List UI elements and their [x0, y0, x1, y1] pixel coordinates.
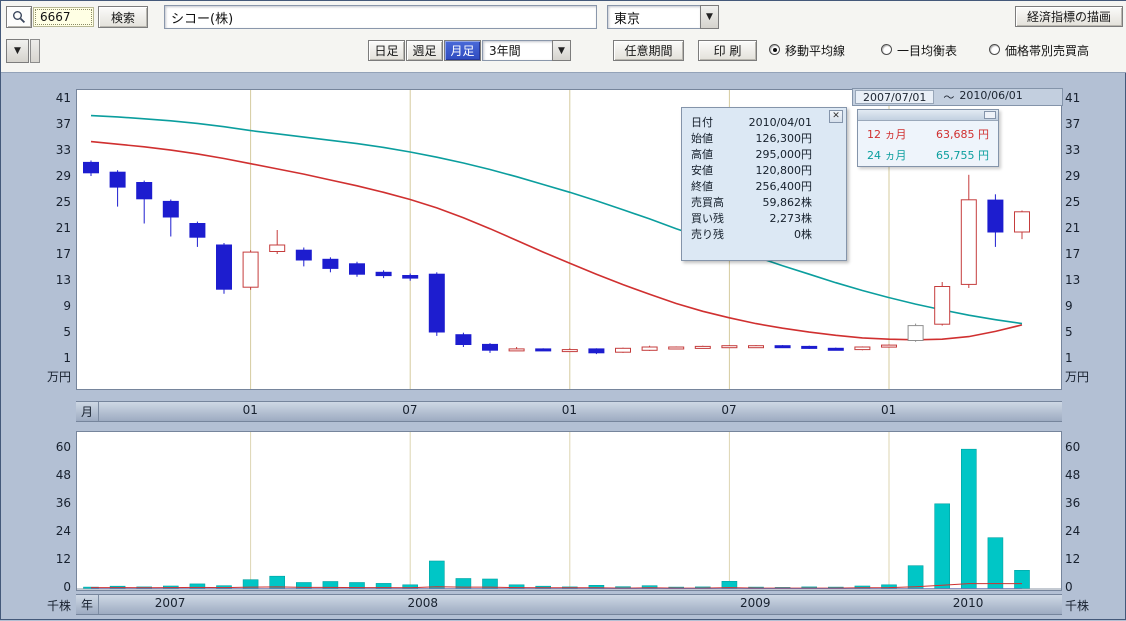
radio-volume-by-price-label: 価格帯別売買高 [1005, 44, 1090, 58]
volume-chart-area[interactable] [76, 431, 1062, 591]
legend-minimize-button[interactable] [984, 111, 996, 119]
price-axis-tick-left: 33 [55, 143, 71, 157]
tooltip-row: 始値 126,300円 [691, 132, 812, 145]
chevron-down-icon: ▼ [14, 46, 21, 56]
tooltip-row: 売買高 59,862株 [691, 196, 812, 209]
market-select-value[interactable]: 東京 [607, 5, 701, 29]
search-button[interactable]: 検索 [98, 6, 148, 28]
daily-tab[interactable]: 日足 [368, 40, 405, 61]
volume-axis-tick-left: 48 [55, 468, 71, 482]
price-axis-tick-left: 13 [55, 273, 71, 287]
range-select-value[interactable]: 3年間 [482, 40, 553, 61]
volume-axis-tick-left: 24 [55, 524, 71, 538]
monthly-tab[interactable]: 月足 [444, 40, 481, 61]
tooltip-rows: 日付 2010/04/01 始値 126,300円 高値 295,000円 安値 120,80… [682, 114, 846, 242]
close-icon: ✕ [832, 111, 840, 121]
volume-axis-tick-right: 60 [1065, 440, 1081, 454]
price-axis-tick-left: 1 [63, 351, 71, 365]
stock-name-input[interactable] [164, 5, 597, 29]
legend-header[interactable] [858, 110, 998, 121]
price-axis-tick-right: 41 [1065, 91, 1081, 105]
legend-row: 24 ヵ月 65,755 円 [867, 149, 989, 162]
print-button[interactable]: 印 刷 [698, 40, 757, 61]
chevron-down-icon: ▼ [706, 12, 713, 22]
candles [83, 160, 1030, 355]
price-axis-tick-left: 5 [63, 325, 71, 339]
economic-indicator-button[interactable]: 経済指標の描画 [1015, 6, 1123, 27]
price-axis-tick-right: 1 [1065, 351, 1073, 365]
weekly-tab[interactable]: 週足 [406, 40, 443, 61]
market-select-dropdown-button[interactable]: ▼ [700, 5, 719, 29]
volume-axis-tick-right: 24 [1065, 524, 1081, 538]
tooltip-row: 買い残 2,273株 [691, 212, 812, 225]
volume-axis-tick-right: 36 [1065, 496, 1081, 510]
toolbar-divider [30, 39, 40, 63]
radio-volume-by-price[interactable] [989, 44, 1000, 55]
radio-moving-average-label: 移動平均線 [785, 44, 846, 58]
price-axis-tick-left: 41 [55, 91, 71, 105]
custom-period-button[interactable]: 任意期間 [613, 40, 684, 61]
radio-ichimoku-label: 一目均衡表 [897, 44, 958, 58]
toolbar: 検索 東京 ▼ 経済指標の描画 ▼ 日足 週足 月足 3年間 ▼ 任意期間 印 … [1, 1, 1126, 73]
price-axis-tick-right: 37 [1065, 117, 1081, 131]
legend-row: 12 ヵ月 63,685 円 [867, 128, 989, 141]
price-axis-tick-left: 29 [55, 169, 71, 183]
month-axis-divider [98, 402, 99, 421]
price-axis-tick-right: 29 [1065, 169, 1081, 183]
tooltip-row: 安値 120,800円 [691, 164, 812, 177]
search-icon-button[interactable] [6, 6, 32, 28]
price-axis-tick-right: 21 [1065, 221, 1081, 235]
volume-axis-tick-right: 0 [1065, 580, 1073, 594]
price-axis-unit-right: 万円 [1065, 370, 1090, 384]
period-to: ～ 2010/06/01 [943, 89, 1023, 104]
moving-average-lines [90, 114, 1023, 341]
price-axis-tick-right: 5 [1065, 325, 1073, 339]
period-from: 2007/07/01 [855, 90, 935, 104]
volume-axis-unit-right: 千株 [1065, 599, 1090, 613]
price-axis-tick-right: 17 [1065, 247, 1081, 261]
price-axis-tick-left: 21 [55, 221, 71, 235]
left-dropdown-button[interactable]: ▼ [6, 39, 29, 63]
volume-axis-tick-left: 36 [55, 496, 71, 510]
tooltip-row: 日付 2010/04/01 [691, 115, 812, 130]
candle-info-tooltip: ✕ 日付 2010/04/01 始値 126,300円 高値 295,000円 安値 120,… [681, 107, 847, 261]
price-axis-tick-right: 13 [1065, 273, 1081, 287]
year-axis-divider [98, 595, 99, 614]
volume-axis-tick-left: 60 [55, 440, 71, 454]
tooltip-row: 終値 256,400円 [691, 180, 812, 193]
price-axis-tick-right: 25 [1065, 195, 1081, 209]
volume-bars [83, 448, 1030, 590]
radio-ichimoku[interactable] [881, 44, 892, 55]
month-axis-strip [76, 401, 1062, 422]
year-axis-strip [76, 594, 1062, 615]
volume-axis-tick-right: 12 [1065, 552, 1081, 566]
period-range-box[interactable]: 2007/07/01 ～ 2010/06/01 [852, 88, 1063, 106]
ma-legend-box: 12 ヵ月 63,685 円 24 ヵ月 65,755 円 [857, 109, 999, 167]
price-axis-tick-left: 37 [55, 117, 71, 131]
price-axis-tick-right: 33 [1065, 143, 1081, 157]
price-axis-tick-left: 25 [55, 195, 71, 209]
volume-gridlines [250, 432, 890, 589]
range-select-dropdown-button[interactable]: ▼ [552, 40, 571, 61]
price-chart-svg [83, 90, 1030, 389]
volume-axis-tick-left: 12 [55, 552, 71, 566]
volume-axis-tick-left: 0 [63, 580, 71, 594]
magnifier-icon [12, 10, 26, 24]
price-axis-tick-left: 9 [63, 299, 71, 313]
price-axis-tick-left: 17 [55, 247, 71, 261]
stock-code-input[interactable] [33, 7, 94, 27]
tooltip-close-button[interactable]: ✕ [829, 110, 843, 123]
volume-axis-tick-right: 48 [1065, 468, 1081, 482]
tooltip-row: 高値 295,000円 [691, 148, 812, 161]
price-axis-unit-left: 万円 [46, 370, 71, 384]
tooltip-row: 売り残 0株 [691, 228, 812, 241]
chevron-down-icon: ▼ [558, 45, 565, 56]
volume-axis-unit-left: 千株 [46, 599, 71, 613]
volume-chart-svg [77, 432, 1061, 590]
radio-moving-average[interactable] [769, 44, 780, 55]
price-axis-tick-right: 9 [1065, 299, 1073, 313]
legend-rows: 12 ヵ月 63,685 円 24 ヵ月 65,755 円 [858, 121, 998, 163]
